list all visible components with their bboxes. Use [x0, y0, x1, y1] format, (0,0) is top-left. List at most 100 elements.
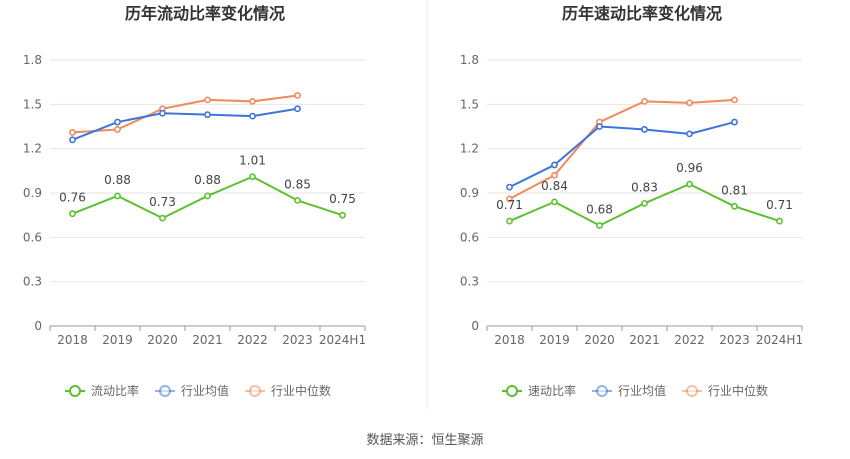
data-point-avg[interactable] — [249, 112, 256, 120]
legend-item-avg[interactable]: 行业均值 — [592, 383, 666, 398]
x-tick-label: 2018 — [494, 333, 525, 347]
data-point-median[interactable] — [731, 96, 738, 104]
data-point-avg[interactable] — [506, 183, 513, 191]
data-point-avg[interactable] — [159, 109, 166, 117]
legend-label: 行业均值 — [181, 383, 229, 398]
y-tick-label: 1.8 — [23, 53, 42, 67]
data-point-main[interactable] — [294, 196, 301, 204]
chart-title: 历年流动比率变化情况 — [125, 4, 285, 23]
x-tick-label: 2019 — [102, 333, 133, 347]
data-label: 0.83 — [631, 180, 658, 194]
data-point-main[interactable] — [249, 173, 256, 181]
data-point-main[interactable] — [69, 210, 76, 218]
series-line-median — [509, 98, 735, 200]
data-point-main[interactable] — [204, 192, 211, 200]
data-label: 0.88 — [194, 173, 221, 187]
y-tick-label: 0.6 — [460, 230, 479, 244]
x-tick-label: 2024H1 — [756, 333, 803, 347]
data-point-main[interactable] — [641, 199, 648, 207]
x-tick-label: 2020 — [584, 333, 615, 347]
x-tick-label: 2024H1 — [319, 333, 366, 347]
legend-marker — [69, 385, 81, 397]
data-label: 0.85 — [284, 177, 311, 191]
y-tick-label: 0.9 — [460, 186, 479, 200]
quick-ratio-chart: 历年速动比率变化情况 0 0.3 0.6 0.9 1.2 1.5 1.8 2018 2019 202… — [460, 4, 803, 398]
data-label: 0.73 — [149, 195, 176, 209]
data-point-avg[interactable] — [294, 105, 301, 113]
y-tick-label: 1.8 — [460, 53, 479, 67]
series-line-avg — [509, 121, 735, 188]
y-tick-label: 1.5 — [460, 97, 479, 111]
data-point-avg[interactable] — [641, 126, 648, 133]
x-tick-label: 2023 — [282, 333, 313, 347]
x-tick-label: 2021 — [192, 333, 223, 347]
data-label: 0.71 — [496, 198, 523, 212]
data-point-main[interactable] — [686, 180, 693, 188]
data-point-avg[interactable] — [114, 118, 121, 126]
data-point-median[interactable] — [114, 126, 121, 133]
data-point-main[interactable] — [776, 217, 783, 225]
legend-item-median[interactable]: 行业中位数 — [682, 383, 768, 398]
data-point-avg[interactable] — [551, 161, 558, 169]
legend-label: 流动比率 — [91, 383, 139, 398]
data-label: 0.88 — [104, 173, 131, 187]
legend-label: 行业中位数 — [271, 383, 331, 398]
data-label: 0.68 — [586, 203, 613, 217]
data-point-median[interactable] — [69, 129, 76, 136]
data-point-avg[interactable] — [686, 130, 693, 138]
legend-label: 行业均值 — [618, 383, 666, 398]
data-label: 0.75 — [329, 192, 356, 206]
data-point-main[interactable] — [596, 222, 603, 229]
data-point-avg[interactable] — [596, 123, 603, 130]
y-tick-label: 0 — [471, 319, 479, 333]
x-tick-label: 2021 — [629, 333, 660, 347]
data-label: 0.76 — [59, 191, 86, 205]
data-point-median[interactable] — [294, 92, 301, 99]
legend-item-main[interactable]: 流动比率 — [65, 383, 139, 398]
data-point-main[interactable] — [114, 192, 121, 200]
data-label: 0.96 — [676, 161, 703, 175]
data-label: 0.84 — [541, 179, 568, 193]
data-point-median[interactable] — [204, 96, 211, 104]
legend-marker — [506, 385, 518, 397]
data-label: 0.71 — [766, 198, 793, 212]
x-tick-label: 2022 — [237, 333, 268, 347]
data-point-avg[interactable] — [731, 118, 738, 126]
current-ratio-chart: 历年流动比率变化情况 0 0.3 0.6 0.9 1.2 1.5 1.8 2018 2019 202… — [23, 4, 366, 398]
data-point-avg[interactable] — [69, 136, 76, 144]
legend-label: 行业中位数 — [708, 383, 768, 398]
data-point-main[interactable] — [339, 211, 346, 219]
y-tick-label: 1.2 — [460, 142, 479, 156]
x-tick-label: 2020 — [147, 333, 178, 347]
x-tick-label: 2019 — [539, 333, 570, 347]
y-tick-label: 0.6 — [23, 230, 42, 244]
legend-marker — [249, 385, 261, 397]
y-tick-label: 1.5 — [23, 97, 42, 111]
y-tick-label: 1.2 — [23, 142, 42, 156]
data-point-median[interactable] — [551, 171, 558, 179]
data-point-median[interactable] — [686, 99, 693, 107]
y-tick-label: 0.3 — [23, 275, 42, 289]
legend-item-avg[interactable]: 行业均值 — [155, 383, 229, 398]
data-label: 1.01 — [239, 154, 266, 168]
data-point-avg[interactable] — [204, 111, 211, 119]
data-point-main[interactable] — [551, 198, 558, 206]
series-line-avg — [72, 107, 298, 141]
x-tick-label: 2023 — [719, 333, 750, 347]
data-point-main[interactable] — [506, 217, 513, 225]
data-point-median[interactable] — [506, 195, 513, 203]
data-point-median[interactable] — [641, 97, 648, 105]
legend-marker — [596, 385, 608, 397]
chart-title: 历年速动比率变化情况 — [562, 4, 722, 23]
data-point-median[interactable] — [249, 97, 256, 105]
y-tick-label: 0.3 — [460, 275, 479, 289]
legend-item-main[interactable]: 速动比率 — [502, 383, 576, 398]
x-tick-label: 2018 — [57, 333, 88, 347]
data-point-main[interactable] — [159, 214, 166, 222]
data-point-main[interactable] — [731, 202, 738, 210]
legend-item-median[interactable]: 行业中位数 — [245, 383, 331, 398]
series-line-median — [72, 94, 298, 134]
y-tick-label: 0.9 — [23, 186, 42, 200]
legend-marker — [686, 385, 698, 397]
